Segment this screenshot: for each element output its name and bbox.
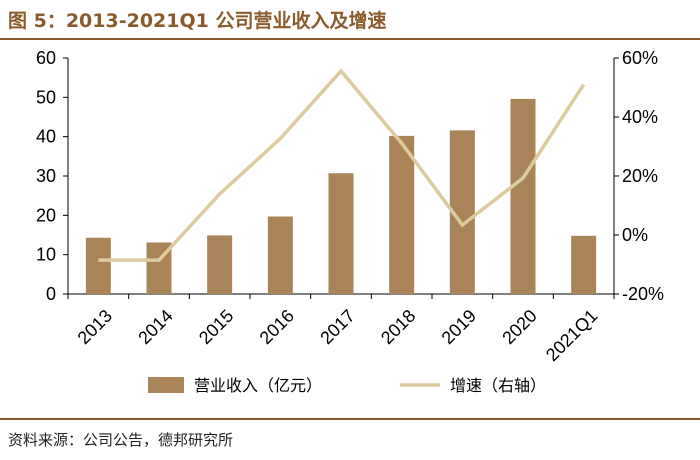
left-tick-label: 40 xyxy=(36,127,56,147)
x-tick-label: 2015 xyxy=(195,306,237,348)
legend-label-bar: 营业收入（亿元） xyxy=(194,376,322,395)
bar xyxy=(207,235,233,294)
x-tick-label: 2016 xyxy=(256,306,298,348)
x-tick-label: 2014 xyxy=(134,306,176,348)
bar xyxy=(389,135,415,294)
x-tick-label: 2017 xyxy=(316,306,358,348)
x-tick-label: 2020 xyxy=(498,306,540,348)
x-tick-label: 2021Q1 xyxy=(542,306,601,365)
bar xyxy=(267,216,293,294)
bar xyxy=(571,235,597,294)
legend-label-line: 增速（右轴） xyxy=(450,376,546,395)
title-divider xyxy=(0,38,700,40)
x-tick-label: 2018 xyxy=(377,306,419,348)
left-tick-label: 10 xyxy=(36,245,56,265)
left-tick-label: 50 xyxy=(36,87,56,107)
footer-divider xyxy=(0,418,700,420)
right-tick-label: -20% xyxy=(622,284,664,304)
bar xyxy=(328,173,354,294)
legend: 营业收入（亿元） 增速（右轴） xyxy=(148,376,546,395)
right-tick-label: 0% xyxy=(622,225,648,245)
left-tick-label: 30 xyxy=(36,166,56,186)
bar-series xyxy=(85,98,597,294)
left-tick-label: 0 xyxy=(46,284,56,304)
right-tick-label: 40% xyxy=(622,107,658,127)
right-tick-label: 60% xyxy=(622,48,658,68)
revenue-growth-chart: 0 10 20 30 40 50 60 -20% 0% 20% 40% 60% 2013 2014 2015… xyxy=(36,48,664,395)
x-tick-label: 2013 xyxy=(74,306,116,348)
x-tick-label: 2019 xyxy=(438,306,480,348)
left-tick-label: 60 xyxy=(36,48,56,68)
bar xyxy=(85,237,111,294)
right-tick-label: 20% xyxy=(622,166,658,186)
source-note: 资料来源：公司公告，德邦研究所 xyxy=(8,431,234,449)
bar xyxy=(510,98,536,294)
legend-swatch-bar xyxy=(148,377,184,393)
line-series xyxy=(98,68,586,262)
page-title: 图 5：2013-2021Q1 公司营业收入及增速 xyxy=(8,10,387,32)
left-tick-label: 20 xyxy=(36,205,56,225)
